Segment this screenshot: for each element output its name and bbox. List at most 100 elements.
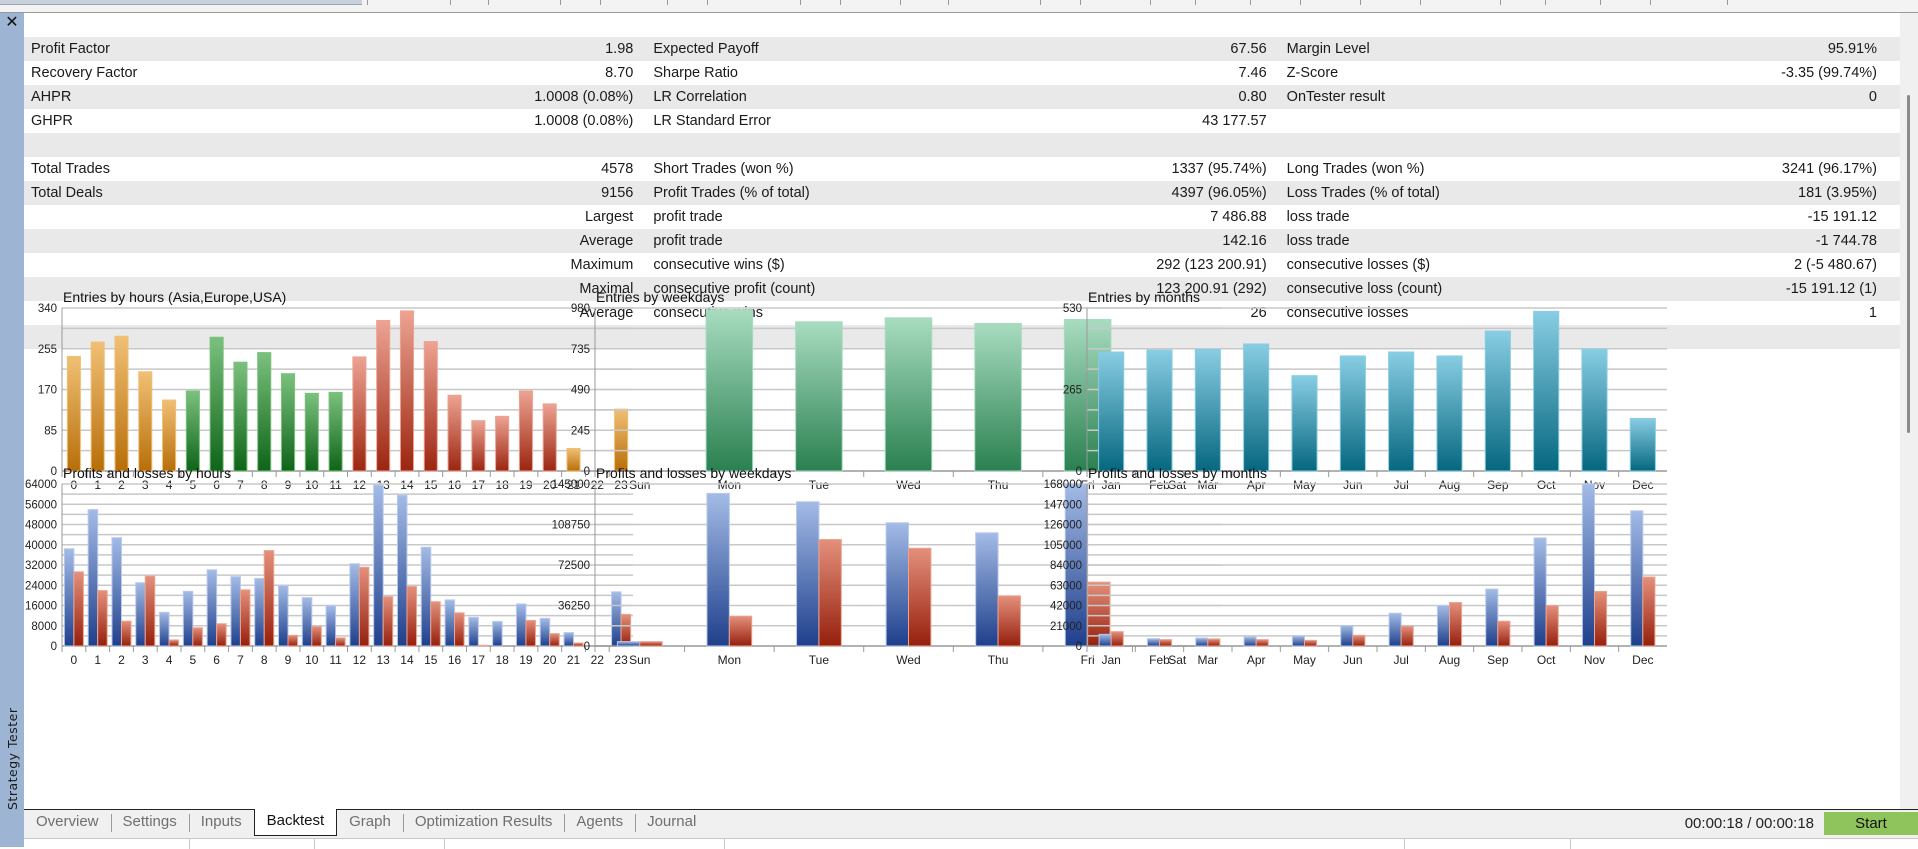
ruler-tick (1727, 0, 1728, 5)
chart-entries-hours: Entries by hours (Asia,Europe,USA)085170… (38, 289, 633, 492)
x-tick-label: 9 (285, 653, 292, 667)
stat-value: Average (579, 305, 634, 321)
loss-bar (1110, 631, 1124, 647)
stat-value: 4578 (601, 161, 634, 177)
x-tick-label: Dec (1632, 478, 1653, 492)
ruler-tick (1420, 0, 1421, 5)
x-tick-label: 7 (237, 478, 244, 492)
vertical-scrollbar[interactable] (1900, 13, 1918, 809)
x-tick-label: Jun (1343, 653, 1362, 667)
stat-value: 3241 (96.17%) (1781, 161, 1877, 177)
tab-inputs[interactable]: Inputs (188, 810, 254, 836)
tab-overview[interactable]: Overview (36, 813, 99, 830)
close-icon[interactable]: ✕ (5, 14, 19, 31)
stat-value: Maximum (570, 257, 634, 273)
y-tick-label: 64000 (25, 479, 57, 491)
x-tick-label: Sep (1487, 478, 1509, 492)
tab-journal[interactable]: Journal (635, 810, 708, 836)
tab-graph[interactable]: Graph (349, 813, 391, 830)
profit-bar (611, 591, 622, 647)
bar (495, 415, 510, 472)
y-tick-label: 42000 (1050, 601, 1082, 613)
stat-label: Z-Score (1286, 65, 1339, 81)
x-tick-label: 5 (190, 653, 197, 667)
x-tick-label: Jul (1393, 653, 1408, 667)
stat-label: Total Trades (31, 161, 110, 177)
stats-cell: Loss Trades (% of total) 181 (3.95%) (1267, 181, 1900, 205)
bar (1533, 310, 1560, 472)
x-tick-label: 0 (71, 478, 78, 492)
stats-cell: Expected Payoff 67.56 (633, 37, 1266, 61)
x-tick-label: 11 (329, 653, 342, 667)
profit-bar (206, 569, 218, 647)
x-tick-label: 3 (142, 478, 149, 492)
vertical-scrollbar-thumb[interactable] (1907, 95, 1910, 433)
loss-bar (728, 615, 753, 647)
stat-value: 7 486.88 (1210, 209, 1267, 225)
x-tick-label: Jan (1101, 478, 1120, 492)
x-tick-label: 14 (400, 478, 414, 492)
ruler-tick (1360, 0, 1361, 5)
stats-cell: loss trade -15 191.12 (1267, 205, 1900, 229)
panel-side-strip (0, 13, 24, 847)
x-tick-label: Oct (1537, 478, 1556, 492)
ruler-tick (948, 0, 949, 5)
y-tick-label: 24000 (25, 580, 57, 592)
y-tick-label: 21000 (1050, 621, 1082, 633)
tab-backtest[interactable]: Backtest (253, 809, 338, 836)
x-tick-label: 0 (71, 653, 78, 667)
chart-entries-weekdays: Entries by weekdays 0 245 490 735 980 Sun Mon Tu… (571, 289, 1222, 492)
x-tick-label: Sun (629, 653, 650, 667)
stat-value: -15 191.12 (1) (1785, 281, 1877, 297)
bar (162, 399, 177, 472)
bar (1243, 343, 1270, 472)
start-button[interactable]: Start (1824, 812, 1918, 835)
y-tick-label: 0 (1076, 466, 1082, 478)
y-tick-label: 126000 (1044, 520, 1082, 532)
x-tick-label: 19 (519, 653, 533, 667)
stat-value: 1.0008 (0.08%) (534, 89, 634, 105)
stats-cell: consecutive loss (count) -15 191.12 (1) (1267, 277, 1900, 301)
tab-optimization-results[interactable]: Optimization Results (402, 810, 565, 836)
y-tick-label: 84000 (1050, 560, 1082, 572)
y-tick-label: 0 (584, 466, 590, 478)
x-tick-label: Mon (718, 653, 741, 667)
ruler-tick (1150, 0, 1151, 5)
profit-bar (87, 509, 99, 647)
bar (280, 373, 296, 472)
y-tick-label: 48000 (25, 520, 57, 532)
loss-bar (1449, 602, 1463, 647)
bar (376, 319, 391, 472)
x-tick-label: Jul (1393, 478, 1408, 492)
panel-title-vertical: Strategy Tester (0, 560, 24, 810)
stat-value: Largest (584, 209, 634, 225)
horizontal-scrollbar-thumb[interactable] (0, 0, 362, 5)
loss-bar (1159, 639, 1173, 647)
loss-bar (311, 626, 322, 647)
tab-settings[interactable]: Settings (110, 810, 189, 836)
profit-bar (135, 582, 146, 647)
x-tick-label: Jun (1343, 478, 1362, 492)
stats-cell: GHPR 1.0008 (0.08%) (24, 109, 633, 133)
stats-cell: Maximum (24, 253, 634, 277)
profit-bar (1098, 633, 1112, 647)
stat-label: consecutive losses ($) (1286, 257, 1431, 273)
x-tick-label: 23 (614, 653, 628, 667)
loss-bar (997, 595, 1021, 647)
stats-cell: Average (24, 229, 634, 253)
stat-value: 2 (-5 480.67) (1793, 257, 1877, 273)
y-tick-label: 530 (1063, 303, 1082, 315)
tester-tabs: Overview Settings Inputs Backtest Graph Optim… (24, 809, 708, 836)
tab-agents[interactable]: Agents (564, 810, 635, 836)
y-tick-label: 56000 (25, 499, 57, 511)
y-tick-label: 40000 (25, 540, 57, 552)
x-tick-label: Thu (988, 653, 1009, 667)
bar (304, 392, 319, 472)
ruler-tick (1080, 0, 1081, 5)
profit-bar (159, 611, 170, 647)
stat-value: 26 (1250, 305, 1267, 321)
profit-bar (420, 546, 432, 647)
chart-title: Entries by months (1088, 289, 1200, 305)
ruler-tick (1650, 0, 1651, 5)
x-tick-label: 5 (190, 478, 197, 492)
